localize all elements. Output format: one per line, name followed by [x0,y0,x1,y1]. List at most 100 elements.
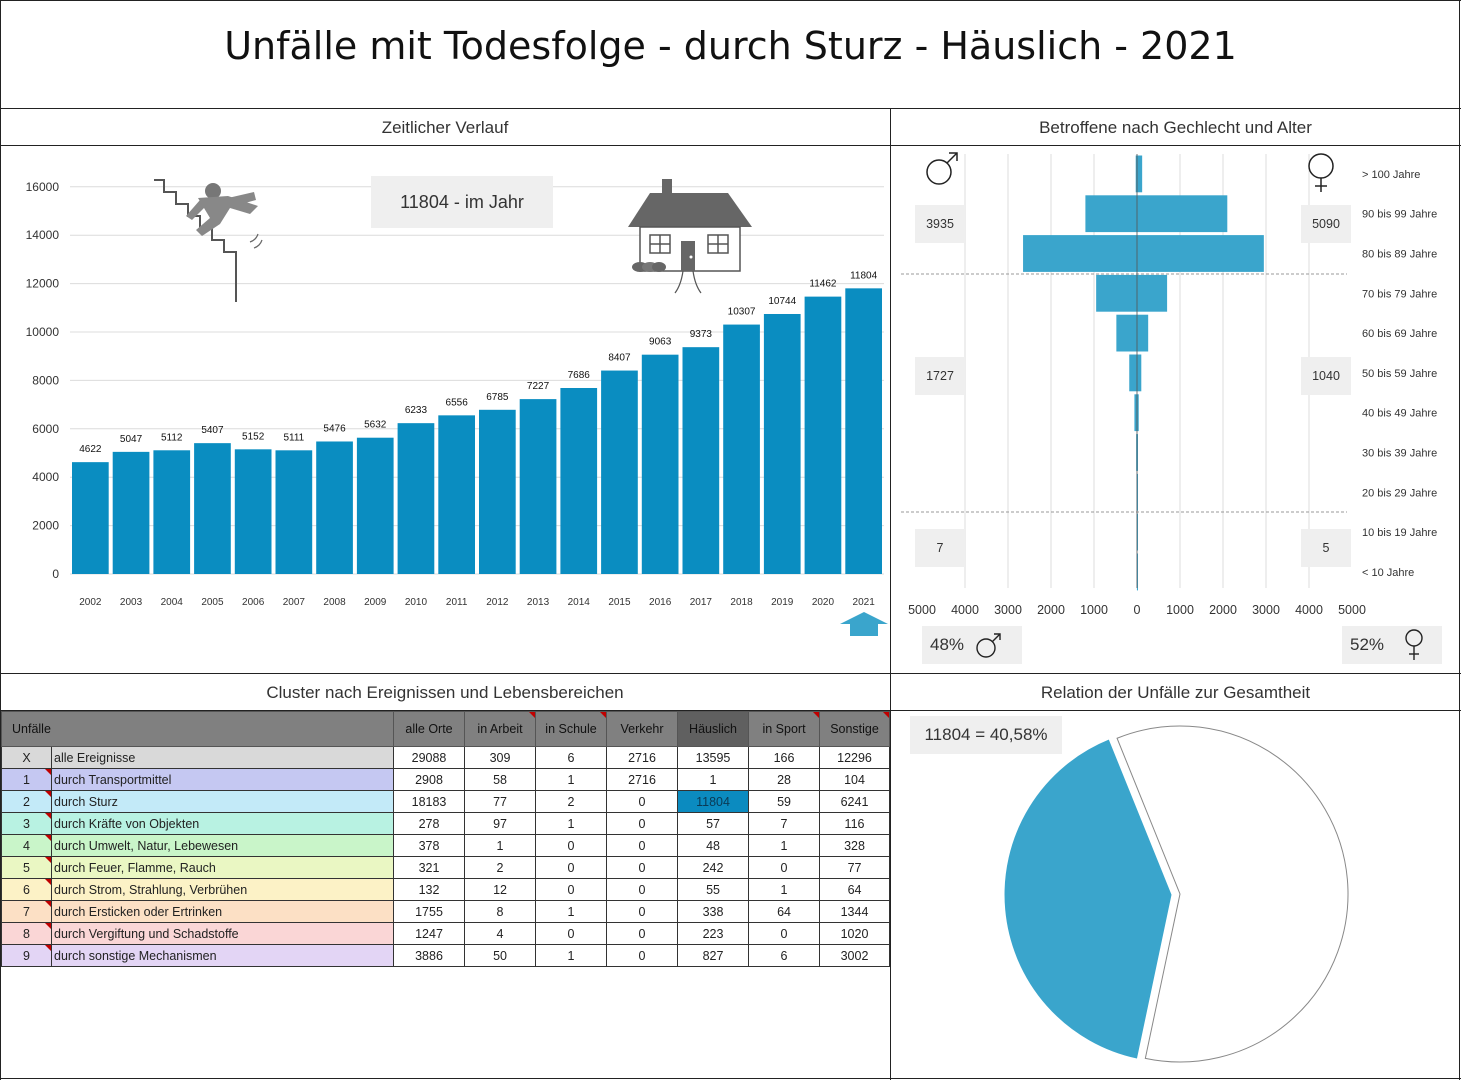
table-cell: 3002 [819,944,891,967]
y-tick-label: 16000 [26,180,60,194]
female-bar [1137,195,1228,233]
y-tick-label: 6000 [32,422,59,436]
row-label: durch Kräfte von Objekten [50,812,395,835]
bar-2017 [682,347,720,574]
bar-value-label: 11804 [850,270,878,281]
table-cell: 1247 [393,922,466,945]
male-group-total: 3935 [915,205,965,243]
table-cell: 0 [606,856,679,879]
table-row: 3 durch Kräfte von Objekten 278 97 1 0 57 7 116 [1,812,891,835]
header-haeuslich: Häuslich [677,711,750,747]
table-cell: 1 [748,878,821,901]
header-sonstige: Sonstige [819,711,891,747]
header-in-arbeit: in Arbeit [464,711,537,747]
table-cell: 7 [748,812,821,835]
table-cell: 378 [393,834,466,857]
bar-value-label: 6785 [486,392,509,403]
x-tick-label: 2009 [364,597,387,608]
table-cell: 55 [677,878,750,901]
table-cell: 77 [464,790,537,813]
female-bar [1137,235,1264,272]
header-alle-orte: alle Orte [393,711,466,747]
x-tick-label: 2013 [527,597,550,608]
cluster-title: Cluster nach Ereignissen und Lebensberei… [266,683,624,702]
table-cell: 0 [606,900,679,923]
row-label: durch Sturz [50,790,395,813]
relation-title: Relation der Unfälle zur Gesamtheit [1040,683,1311,702]
row-index: 9 [1,944,52,967]
row-index: 8 [1,922,52,945]
x-tick-label: 2005 [201,597,224,608]
female-icon [1405,629,1423,660]
bar-2007 [275,450,313,574]
table-cell: 0 [606,790,679,813]
row-index: 2 [1,790,52,813]
female-group-total: 5 [1301,529,1351,567]
x-tick-label: 2011 [446,597,468,608]
header-in-sport: in Sport [748,711,821,747]
table-cell: 827 [677,944,750,967]
pyramid-x-tick: 3000 [1252,603,1280,617]
bar-value-label: 5632 [364,420,387,431]
header-in-schule: in Schule [535,711,608,747]
x-tick-label: 2004 [161,597,184,608]
table-cell: 104 [819,768,891,791]
table-cell: 309 [464,746,537,769]
pyramid-x-tick: 5000 [1338,603,1366,617]
bar-2010 [397,423,435,574]
bar-2018 [723,324,760,574]
pyramid-x-tick: 4000 [1295,603,1323,617]
female-group-total: 5090 [1301,205,1351,243]
table-cell: 1755 [393,900,466,923]
table-cell: 328 [819,834,891,857]
table-cell: 2 [464,856,537,879]
frame-bottom [0,1078,1461,1079]
bar-2021 [845,288,882,574]
table-cell: 64 [819,878,891,901]
row-label: durch Transportmittel [50,768,395,791]
bar-value-label: 5152 [242,431,265,442]
table-cell: 6241 [819,790,891,813]
frame-left [0,0,1,1080]
male-share-box: 48% [922,626,1022,664]
table-cell: 57 [677,812,750,835]
age-group-label: 60 bis 69 Jahre [1362,328,1437,340]
pyramid-x-tick: 0 [1134,603,1141,617]
header-unfaelle: Unfälle [0,711,395,747]
male-icon [926,152,958,185]
x-tick-label: 2012 [486,597,509,608]
age-group-label: 80 bis 89 Jahre [1362,249,1437,261]
frame-top [0,0,1461,1]
x-tick-label: 2008 [323,597,346,608]
bar-2006 [234,449,272,574]
table-cell: 6 [748,944,821,967]
table-cell: 2908 [393,768,466,791]
male-share-value: 48% [930,635,965,654]
female-bar [1137,553,1138,591]
female-bar [1137,513,1138,551]
pyramid-x-tick: 3000 [994,603,1022,617]
bar-value-label: 4622 [79,444,102,455]
age-group-label: 50 bis 59 Jahre [1362,368,1437,380]
table-cell: 0 [748,922,821,945]
bar-value-label: 7227 [527,381,550,392]
bar-2016 [641,354,679,574]
bar-value-label: 7686 [568,370,591,381]
table-cell: 11804 [677,790,750,813]
table-cell: 1 [535,900,608,923]
bar-2003 [112,451,150,574]
page-title: Unfälle mit Todesfolge - durch Sturz - H… [224,24,1237,68]
table-cell: 0 [535,856,608,879]
table-cell: 223 [677,922,750,945]
frame-right [1459,0,1460,1080]
bar-value-label: 5476 [323,423,346,434]
table-row: 5 durch Feuer, Flamme, Rauch 321 2 0 0 242 0 77 [1,856,891,879]
table-cell: 0 [606,834,679,857]
table-cell: 12 [464,878,537,901]
pyramid-x-tick: 4000 [951,603,979,617]
bar-value-label: 9063 [649,337,672,348]
table-header-row: Unfälle alle Orte in Arbeit in Schule Ve… [0,711,891,747]
bar-2005 [194,443,231,574]
row-index: 6 [1,878,52,901]
x-tick-label: 2006 [242,597,265,608]
